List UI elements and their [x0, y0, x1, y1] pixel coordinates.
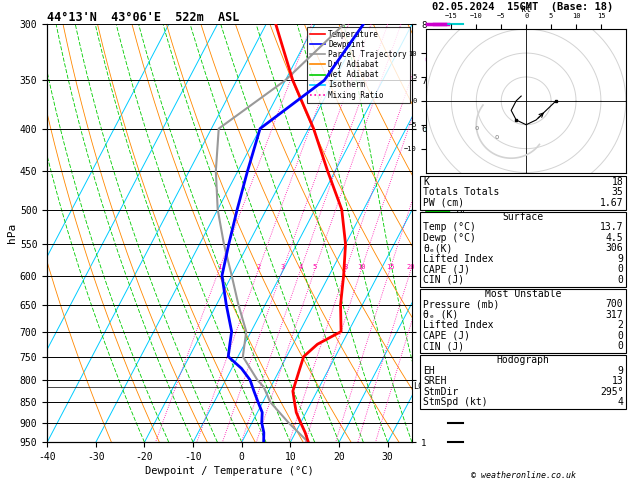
Text: 15: 15: [386, 263, 394, 270]
Text: 4: 4: [299, 263, 303, 270]
Text: 0: 0: [618, 264, 623, 274]
Text: 2: 2: [618, 320, 623, 330]
Text: 317: 317: [606, 310, 623, 320]
Text: 8: 8: [344, 263, 348, 270]
Text: Dewp (°C): Dewp (°C): [423, 233, 476, 243]
Text: 10: 10: [357, 263, 365, 270]
Text: Lifted Index: Lifted Index: [423, 320, 494, 330]
Text: 20: 20: [407, 263, 415, 270]
Text: PW (cm): PW (cm): [423, 197, 464, 208]
Text: 13.7: 13.7: [600, 222, 623, 232]
Text: 13: 13: [611, 376, 623, 386]
X-axis label: kt: kt: [521, 5, 531, 14]
Text: Totals Totals: Totals Totals: [423, 187, 499, 197]
Text: θₑ(K): θₑ(K): [423, 243, 453, 253]
Text: K: K: [423, 176, 429, 187]
Text: 1.67: 1.67: [600, 197, 623, 208]
Legend: Temperature, Dewpoint, Parcel Trajectory, Dry Adiabat, Wet Adiabat, Isotherm, Mi: Temperature, Dewpoint, Parcel Trajectory…: [306, 27, 409, 103]
Text: CAPE (J): CAPE (J): [423, 264, 470, 274]
Text: Mixing Ratio (g/kg): Mixing Ratio (g/kg): [456, 190, 465, 277]
Text: o: o: [474, 124, 479, 131]
Text: Surface: Surface: [503, 212, 543, 222]
X-axis label: Dewpoint / Temperature (°C): Dewpoint / Temperature (°C): [145, 466, 314, 476]
Text: CAPE (J): CAPE (J): [423, 330, 470, 341]
Text: Pressure (mb): Pressure (mb): [423, 299, 499, 310]
Text: Lifted Index: Lifted Index: [423, 254, 494, 264]
Text: 295°: 295°: [600, 387, 623, 397]
Text: Hodograph: Hodograph: [496, 355, 550, 365]
Text: CIN (J): CIN (J): [423, 341, 464, 351]
Y-axis label: hPa: hPa: [7, 223, 17, 243]
Text: 306: 306: [606, 243, 623, 253]
Text: 9: 9: [618, 254, 623, 264]
Text: 700: 700: [606, 299, 623, 310]
Text: 0: 0: [618, 330, 623, 341]
Text: SREH: SREH: [423, 376, 447, 386]
Text: o: o: [494, 134, 498, 140]
Text: 1: 1: [217, 263, 221, 270]
Text: 4: 4: [618, 397, 623, 407]
Text: StmSpd (kt): StmSpd (kt): [423, 397, 488, 407]
Text: 2: 2: [257, 263, 260, 270]
Text: 4.5: 4.5: [606, 233, 623, 243]
Text: 5: 5: [313, 263, 317, 270]
Text: 44°13'N  43°06'E  522m  ASL: 44°13'N 43°06'E 522m ASL: [47, 11, 240, 24]
Text: Most Unstable: Most Unstable: [485, 289, 561, 299]
Y-axis label: km
ASL: km ASL: [428, 225, 447, 242]
Text: 0: 0: [618, 275, 623, 285]
Text: © weatheronline.co.uk: © weatheronline.co.uk: [470, 471, 576, 480]
Text: EH: EH: [423, 366, 435, 376]
Text: CIN (J): CIN (J): [423, 275, 464, 285]
Text: 0: 0: [618, 341, 623, 351]
Text: 02.05.2024  15GMT  (Base: 18): 02.05.2024 15GMT (Base: 18): [432, 2, 614, 12]
Text: 3: 3: [281, 263, 285, 270]
Text: 18: 18: [611, 176, 623, 187]
Text: LCL: LCL: [413, 382, 428, 391]
Text: StmDir: StmDir: [423, 387, 459, 397]
Text: 9: 9: [618, 366, 623, 376]
Text: 35: 35: [611, 187, 623, 197]
Text: Temp (°C): Temp (°C): [423, 222, 476, 232]
Text: θₑ (K): θₑ (K): [423, 310, 459, 320]
